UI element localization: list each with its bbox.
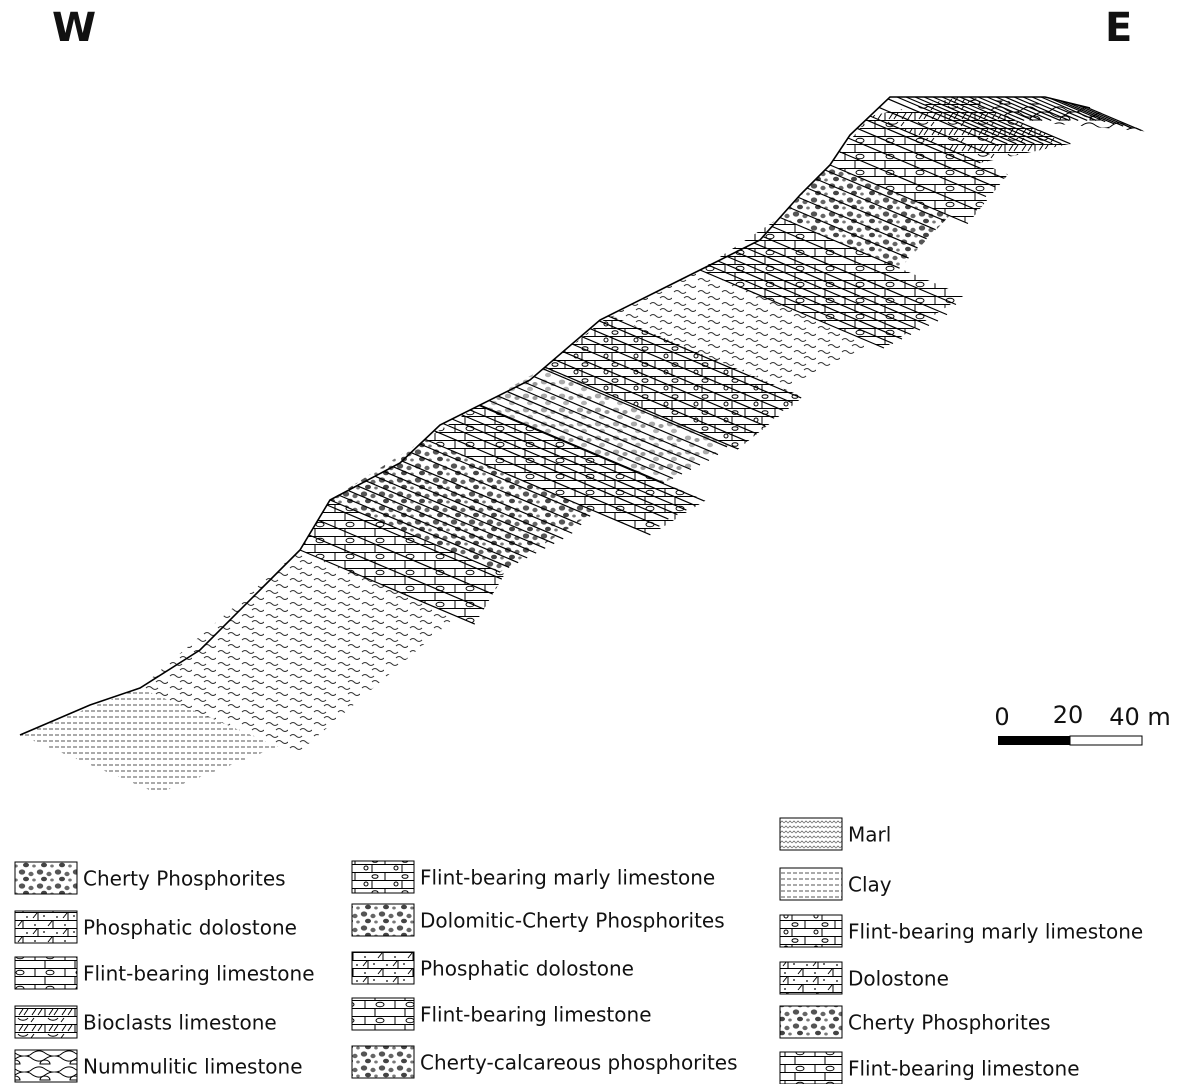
legend-swatch bbox=[780, 1052, 842, 1084]
legend-swatch bbox=[15, 911, 77, 943]
legend-swatch bbox=[780, 962, 842, 994]
legend-label: Flint-bearing marly limestone bbox=[848, 920, 1143, 944]
legend-label: Phosphatic dolostone bbox=[420, 957, 634, 981]
legend-swatch bbox=[352, 998, 414, 1030]
legend-label: Flint-bearing marly limestone bbox=[420, 866, 715, 890]
legend-label: Marl bbox=[848, 823, 891, 847]
legend-swatch bbox=[352, 861, 414, 893]
legend-label: Dolomitic-Cherty Phosphorites bbox=[420, 909, 725, 933]
scale-black bbox=[998, 736, 1070, 745]
legend-swatch bbox=[15, 862, 77, 894]
scale-white bbox=[1070, 736, 1142, 745]
east-label: E bbox=[1105, 5, 1132, 51]
legend-label: Clay bbox=[848, 873, 892, 897]
legend-label: Cherty-calcareous phosphorites bbox=[420, 1051, 738, 1075]
legend-label: Phosphatic dolostone bbox=[83, 916, 297, 940]
legend-label: Cherty Phosphorites bbox=[83, 867, 286, 891]
legend-swatch bbox=[780, 915, 842, 947]
geological-section: W E 0 20 40 m Cherty Phosphorites Phospha… bbox=[0, 0, 1186, 1084]
legend-label: Cherty Phosphorites bbox=[848, 1011, 1051, 1035]
legend-label: Flint-bearing limestone bbox=[420, 1003, 652, 1027]
legend-swatch bbox=[352, 1046, 414, 1078]
legend-label: Flint-bearing limestone bbox=[83, 962, 315, 986]
legend-label: Bioclasts limestone bbox=[83, 1011, 277, 1035]
legend-label: Flint-bearing limestone bbox=[848, 1057, 1080, 1081]
scale-label: 40 m bbox=[1109, 703, 1171, 731]
west-label: W bbox=[52, 5, 96, 51]
legend-swatch bbox=[352, 904, 414, 936]
scale-bar: 0 20 40 m bbox=[994, 701, 1170, 745]
legend-swatch bbox=[352, 952, 414, 984]
legend-swatch bbox=[780, 818, 842, 850]
cross-section bbox=[20, 97, 1145, 794]
scale-label: 20 bbox=[1053, 701, 1084, 729]
legend-swatch bbox=[780, 1006, 842, 1038]
legend-label: Nummulitic limestone bbox=[83, 1055, 303, 1079]
legend: Cherty Phosphorites Phosphatic dolostone F… bbox=[15, 818, 1143, 1084]
scale-label: 0 bbox=[994, 703, 1009, 731]
legend-label: Dolostone bbox=[848, 967, 949, 991]
legend-swatch bbox=[15, 1006, 77, 1038]
legend-swatch bbox=[780, 868, 842, 900]
legend-swatch bbox=[15, 1050, 77, 1082]
legend-swatch bbox=[15, 957, 77, 989]
